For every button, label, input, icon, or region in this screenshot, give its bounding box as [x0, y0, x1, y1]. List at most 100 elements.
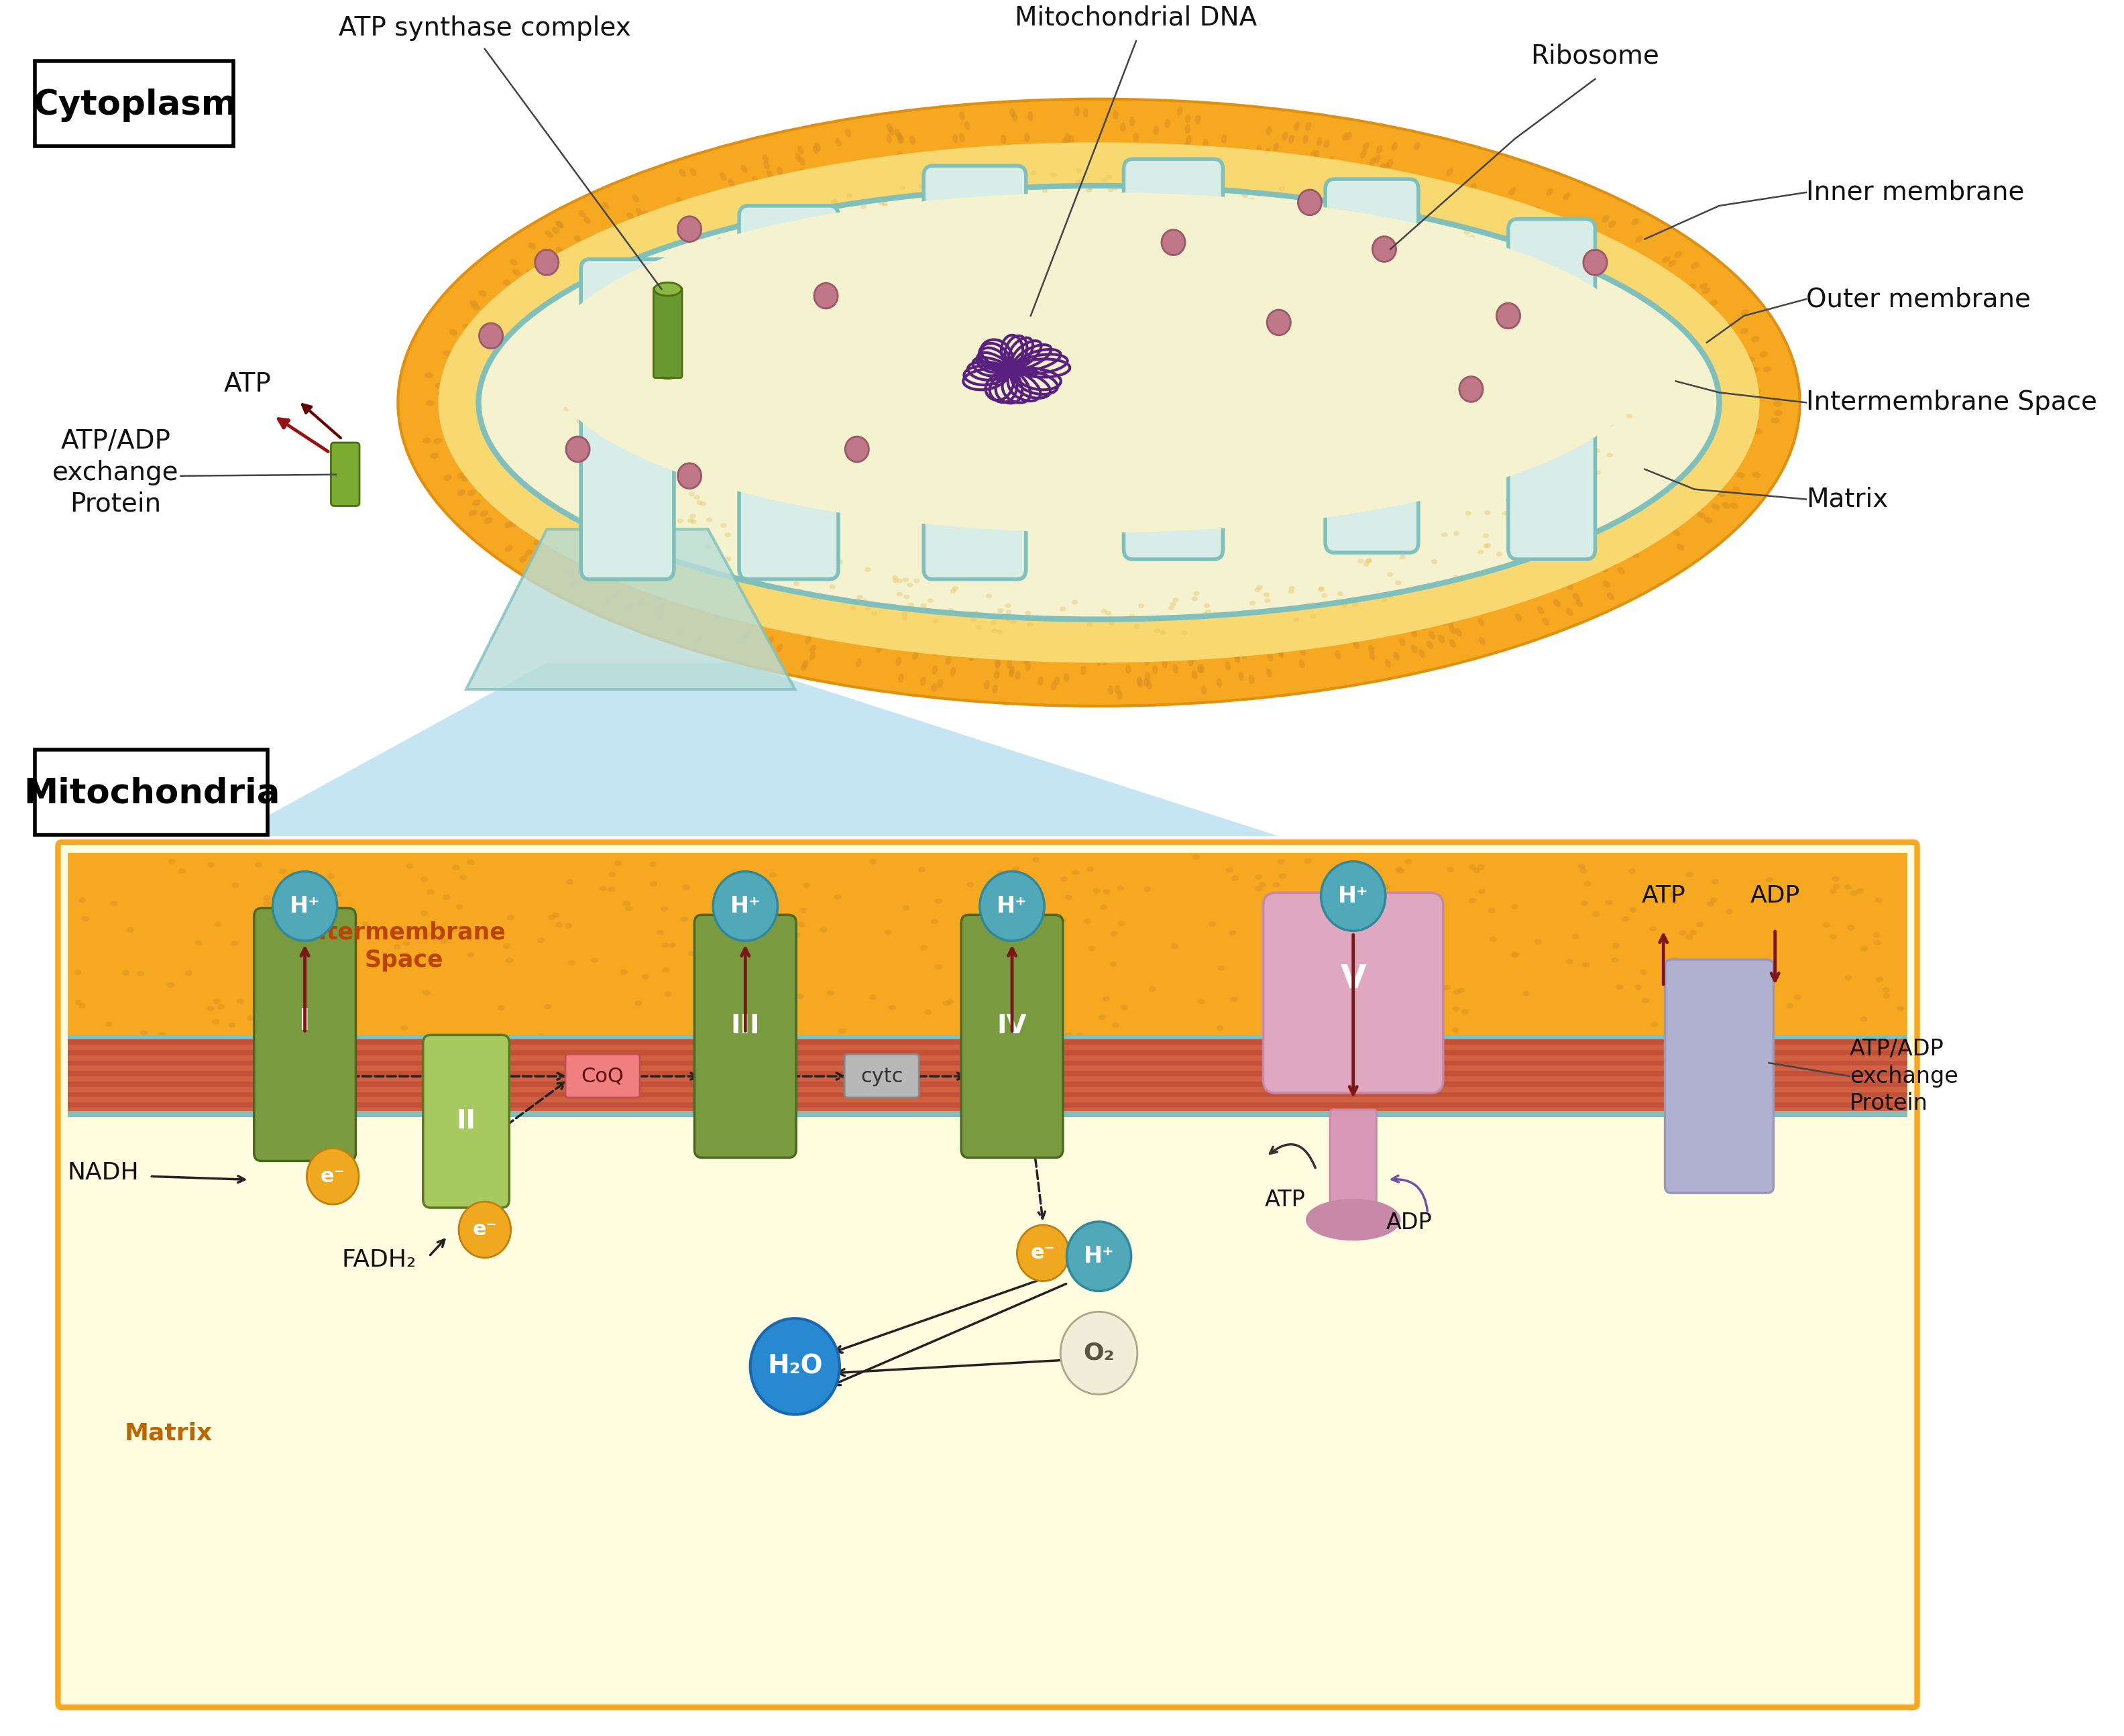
Ellipse shape — [1565, 347, 1572, 352]
Ellipse shape — [1410, 625, 1417, 634]
Ellipse shape — [525, 549, 533, 556]
Ellipse shape — [508, 915, 514, 920]
Ellipse shape — [1070, 158, 1077, 168]
FancyBboxPatch shape — [1264, 892, 1442, 1094]
Ellipse shape — [1497, 259, 1504, 262]
Ellipse shape — [1451, 203, 1457, 212]
Ellipse shape — [232, 941, 238, 946]
Ellipse shape — [652, 432, 656, 436]
Ellipse shape — [159, 1033, 166, 1038]
Ellipse shape — [1376, 606, 1383, 615]
Ellipse shape — [1612, 958, 1618, 963]
Ellipse shape — [1338, 179, 1342, 187]
Ellipse shape — [1652, 372, 1661, 377]
Ellipse shape — [476, 420, 484, 427]
Ellipse shape — [1712, 988, 1718, 993]
Ellipse shape — [601, 201, 610, 210]
Ellipse shape — [1087, 186, 1094, 191]
Ellipse shape — [652, 517, 658, 523]
Ellipse shape — [1570, 358, 1576, 363]
Ellipse shape — [741, 274, 748, 279]
Ellipse shape — [508, 330, 516, 337]
Ellipse shape — [1629, 533, 1635, 540]
Ellipse shape — [539, 503, 548, 510]
Ellipse shape — [1321, 220, 1328, 226]
Ellipse shape — [898, 174, 905, 182]
Ellipse shape — [1565, 234, 1572, 243]
Ellipse shape — [1512, 477, 1519, 483]
Ellipse shape — [839, 1028, 845, 1033]
Ellipse shape — [952, 177, 958, 182]
Ellipse shape — [780, 222, 786, 226]
Ellipse shape — [1844, 976, 1852, 981]
Ellipse shape — [1166, 156, 1170, 165]
Ellipse shape — [1559, 359, 1565, 365]
Ellipse shape — [1531, 512, 1538, 517]
Ellipse shape — [1429, 630, 1436, 639]
Ellipse shape — [811, 573, 818, 578]
Ellipse shape — [472, 500, 480, 505]
Ellipse shape — [336, 965, 344, 970]
Ellipse shape — [1669, 470, 1678, 477]
Ellipse shape — [1873, 932, 1880, 937]
Ellipse shape — [1217, 679, 1221, 687]
Ellipse shape — [992, 628, 998, 634]
Ellipse shape — [1455, 628, 1461, 637]
Ellipse shape — [1542, 580, 1551, 589]
Ellipse shape — [489, 330, 497, 335]
Ellipse shape — [898, 674, 905, 682]
Ellipse shape — [1442, 533, 1446, 536]
Ellipse shape — [1478, 637, 1487, 646]
Ellipse shape — [491, 476, 499, 483]
Ellipse shape — [1699, 333, 1708, 340]
Ellipse shape — [983, 681, 990, 689]
Ellipse shape — [1240, 649, 1247, 660]
Ellipse shape — [601, 392, 607, 396]
Ellipse shape — [1635, 514, 1644, 521]
Ellipse shape — [1833, 884, 1839, 889]
Ellipse shape — [1453, 531, 1459, 536]
Ellipse shape — [1381, 597, 1387, 602]
Ellipse shape — [556, 220, 563, 229]
Ellipse shape — [1054, 677, 1060, 686]
Ellipse shape — [1510, 904, 1519, 910]
Ellipse shape — [901, 616, 907, 620]
Ellipse shape — [947, 1000, 954, 1005]
Ellipse shape — [537, 523, 546, 529]
Ellipse shape — [1378, 163, 1385, 172]
Ellipse shape — [758, 260, 765, 266]
Ellipse shape — [1279, 186, 1285, 191]
Ellipse shape — [554, 455, 563, 460]
Ellipse shape — [1497, 580, 1504, 587]
Ellipse shape — [1032, 858, 1041, 863]
Ellipse shape — [1342, 132, 1349, 141]
Ellipse shape — [1504, 231, 1510, 240]
Ellipse shape — [1419, 649, 1425, 658]
Ellipse shape — [1104, 175, 1111, 179]
Ellipse shape — [716, 238, 722, 243]
Ellipse shape — [646, 345, 652, 351]
Ellipse shape — [709, 599, 716, 608]
Ellipse shape — [1073, 601, 1077, 604]
Ellipse shape — [1618, 372, 1625, 377]
Ellipse shape — [1480, 278, 1487, 283]
Ellipse shape — [714, 573, 722, 580]
Ellipse shape — [1289, 134, 1294, 144]
Ellipse shape — [1398, 868, 1404, 873]
Ellipse shape — [818, 556, 824, 561]
Ellipse shape — [1289, 585, 1296, 590]
Ellipse shape — [864, 568, 871, 571]
Ellipse shape — [1145, 672, 1151, 682]
Circle shape — [1268, 309, 1291, 335]
Text: IV: IV — [996, 1014, 1028, 1038]
Ellipse shape — [232, 884, 240, 889]
Ellipse shape — [584, 217, 590, 224]
Ellipse shape — [945, 656, 952, 665]
Ellipse shape — [1882, 988, 1890, 993]
Ellipse shape — [478, 186, 1718, 620]
Ellipse shape — [463, 469, 472, 474]
Ellipse shape — [1667, 260, 1676, 267]
Ellipse shape — [775, 227, 782, 233]
Ellipse shape — [1383, 161, 1389, 172]
Ellipse shape — [1083, 918, 1092, 924]
